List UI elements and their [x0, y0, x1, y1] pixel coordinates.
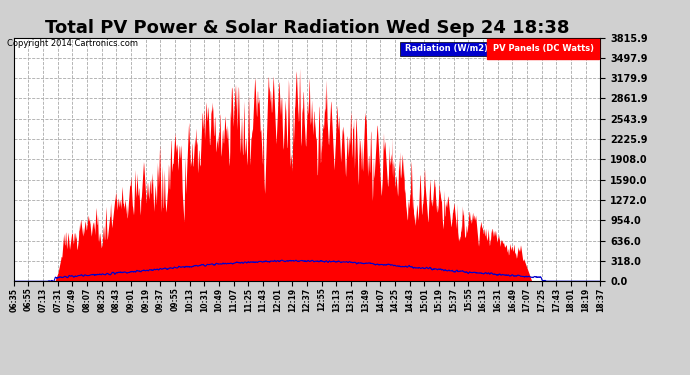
- Title: Total PV Power & Solar Radiation Wed Sep 24 18:38: Total PV Power & Solar Radiation Wed Sep…: [45, 20, 569, 38]
- Legend: Radiation (W/m2), PV Panels (DC Watts): Radiation (W/m2), PV Panels (DC Watts): [400, 42, 596, 56]
- Text: Copyright 2014 Cartronics.com: Copyright 2014 Cartronics.com: [7, 39, 138, 48]
